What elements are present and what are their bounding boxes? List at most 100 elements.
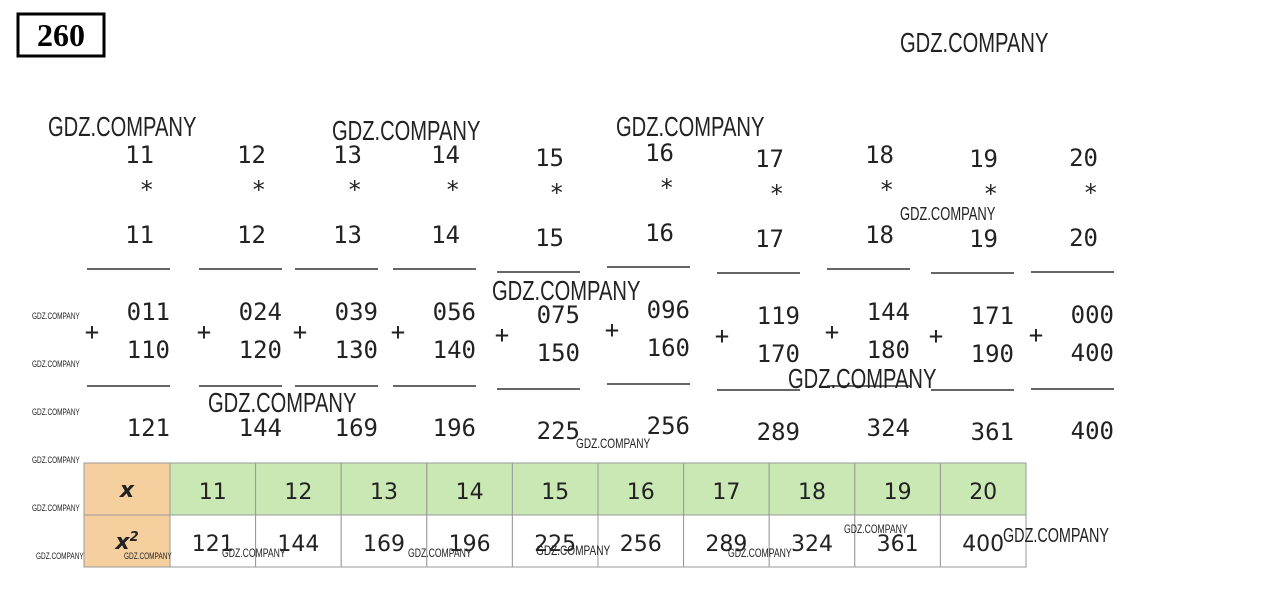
factor: 17 bbox=[755, 145, 784, 173]
watermark: GDZ.COMPANY bbox=[576, 435, 651, 451]
watermark: GDZ.COMPANY bbox=[32, 311, 80, 321]
watermark: GDZ.COMPANY bbox=[536, 542, 611, 558]
plus: + bbox=[825, 318, 839, 346]
result: 400 bbox=[1071, 417, 1114, 445]
cell-value: 196 bbox=[449, 532, 491, 557]
factor: 11 bbox=[125, 141, 154, 169]
row-label-base: x bbox=[119, 478, 135, 503]
partial: 400 bbox=[1071, 339, 1114, 367]
cell-value: 15 bbox=[541, 480, 569, 505]
factor: 16 bbox=[645, 219, 674, 247]
result: 361 bbox=[971, 418, 1014, 446]
cell-value: 324 bbox=[791, 532, 833, 557]
cell-value: 225 bbox=[534, 532, 576, 557]
plus: + bbox=[1029, 321, 1043, 349]
cell bbox=[340, 514, 428, 568]
factor: 19 bbox=[969, 145, 998, 173]
cell-value: 17 bbox=[712, 480, 740, 505]
watermark: GDZ.COMPANY bbox=[208, 387, 357, 418]
partial: 075 bbox=[537, 301, 580, 329]
watermark: GDZ.COMPANY bbox=[1003, 525, 1109, 547]
cell-value: 19 bbox=[884, 480, 912, 505]
row-label: x2 bbox=[114, 530, 138, 555]
partial: 180 bbox=[867, 336, 910, 364]
factor: 15 bbox=[535, 144, 564, 172]
plus: + bbox=[391, 318, 405, 346]
cell-value: 16 bbox=[627, 480, 655, 505]
number-box bbox=[16, 12, 106, 58]
partial: 140 bbox=[433, 336, 476, 364]
factor: 11 bbox=[125, 221, 154, 249]
factor: 17 bbox=[755, 225, 784, 253]
cell-value: 13 bbox=[370, 480, 398, 505]
plus: + bbox=[929, 322, 943, 350]
cell-value: 121 bbox=[192, 532, 234, 557]
cell-value: 14 bbox=[456, 480, 484, 505]
result: 225 bbox=[537, 417, 580, 445]
watermark: GDZ.COMPANY bbox=[32, 359, 80, 369]
operator: * bbox=[660, 174, 674, 202]
factor: 13 bbox=[333, 141, 362, 169]
cell bbox=[511, 462, 599, 516]
partial: 096 bbox=[647, 296, 690, 324]
operator: * bbox=[140, 176, 154, 204]
cell bbox=[768, 462, 856, 516]
cell bbox=[683, 462, 770, 516]
result: 196 bbox=[433, 414, 476, 442]
result: 289 bbox=[757, 418, 800, 446]
cell-value: 169 bbox=[363, 532, 405, 557]
partial: 171 bbox=[971, 302, 1014, 330]
cell bbox=[340, 462, 428, 516]
cell bbox=[768, 514, 856, 568]
watermark: GDZ.COMPANY bbox=[900, 27, 1049, 58]
cell bbox=[255, 462, 342, 516]
cell bbox=[939, 514, 1027, 568]
operator: * bbox=[770, 180, 784, 208]
partial: 011 bbox=[127, 298, 170, 326]
factor: 12 bbox=[237, 141, 266, 169]
result: 121 bbox=[127, 414, 170, 442]
plus: + bbox=[293, 318, 307, 346]
cell bbox=[683, 514, 770, 568]
factor: 13 bbox=[333, 221, 362, 249]
result: 144 bbox=[239, 414, 282, 442]
watermark: GDZ.COMPANY bbox=[32, 407, 80, 417]
watermark: GDZ.COMPANY bbox=[48, 111, 197, 142]
partial: 110 bbox=[127, 336, 170, 364]
cell-value: 289 bbox=[705, 532, 747, 557]
operator: * bbox=[348, 176, 362, 204]
cell-value: 12 bbox=[284, 480, 312, 505]
cell-value: 20 bbox=[969, 480, 997, 505]
cell-value: 144 bbox=[277, 532, 319, 557]
result: 169 bbox=[335, 414, 378, 442]
plus: + bbox=[495, 321, 509, 349]
partial: 170 bbox=[757, 340, 800, 368]
row-label-base: x bbox=[114, 530, 130, 555]
row-label: x bbox=[119, 478, 135, 503]
watermark: GDZ.COMPANY bbox=[788, 363, 937, 394]
watermark: GDZ.COMPANY bbox=[844, 522, 908, 536]
watermark: GDZ.COMPANY bbox=[408, 546, 472, 560]
cell-value: 361 bbox=[877, 532, 919, 557]
cell bbox=[426, 514, 513, 568]
watermark: GDZ.COMPANY bbox=[32, 455, 80, 465]
partial: 150 bbox=[537, 339, 580, 367]
cell-value: 256 bbox=[620, 532, 662, 557]
plus: + bbox=[197, 318, 211, 346]
partial: 000 bbox=[1071, 301, 1114, 329]
operator: * bbox=[984, 180, 998, 208]
factor: 18 bbox=[865, 141, 894, 169]
partial: 119 bbox=[757, 302, 800, 330]
partial: 024 bbox=[239, 298, 282, 326]
cell bbox=[169, 514, 257, 568]
plus: + bbox=[85, 318, 99, 346]
label-cell bbox=[83, 462, 171, 516]
operator: * bbox=[252, 176, 266, 204]
partial: 130 bbox=[335, 336, 378, 364]
factor: 14 bbox=[431, 221, 460, 249]
result: 324 bbox=[867, 414, 910, 442]
watermark: GDZ.COMPANY bbox=[32, 503, 80, 513]
watermark: GDZ.COMPANY bbox=[616, 111, 765, 142]
result: 256 bbox=[647, 412, 690, 440]
